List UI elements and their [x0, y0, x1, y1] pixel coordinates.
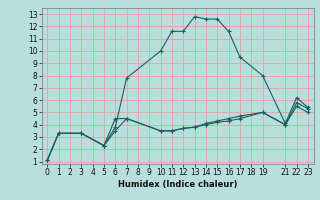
X-axis label: Humidex (Indice chaleur): Humidex (Indice chaleur)	[118, 180, 237, 189]
